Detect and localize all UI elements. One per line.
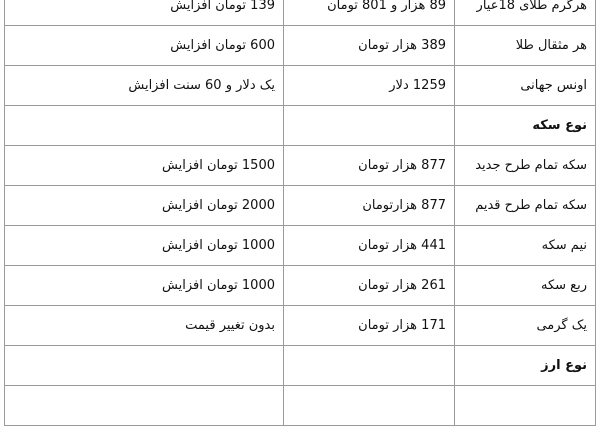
table-row (4, 385, 596, 426)
table-row: سکه تمام طرح قدیم 877 هزارتومان 2000 تومان… (4, 185, 596, 226)
item-name: هرگرم طلای 18عیار (454, 0, 596, 26)
item-name: یک گرمی (454, 305, 596, 346)
table-row: اونس جهانی 1259 دلار یک دلار و 60 سنت افزا… (4, 65, 596, 106)
change (4, 345, 284, 386)
price: 89 هزار و 801 تومان (283, 0, 455, 26)
price: 1259 دلار (283, 65, 455, 106)
price: 171 هزار تومان (283, 305, 455, 346)
table-row: ربع سکه 261 هزار تومان 1000 تومان افزایش (4, 265, 596, 306)
price: 389 هزار تومان (283, 25, 455, 66)
change: 1000 تومان افزایش (4, 225, 284, 266)
item-name: سکه تمام طرح قدیم (454, 185, 596, 226)
section-row: نوع سکه (4, 105, 596, 146)
change (4, 105, 284, 146)
section-row: نوع ارز (4, 345, 596, 386)
change: یک دلار و 60 سنت افزایش (4, 65, 284, 106)
table-row: هرگرم طلای 18عیار 89 هزار و 801 تومان 139 … (4, 0, 596, 26)
change: بدون تغییر قیمت (4, 305, 284, 346)
item-name: نوع ارز (454, 345, 596, 386)
price: 261 هزار تومان (283, 265, 455, 306)
item-name: سکه تمام طرح جدید (454, 145, 596, 186)
price: 877 هزار تومان (283, 145, 455, 186)
table-row: سکه تمام طرح جدید 877 هزار تومان 1500 توما… (4, 145, 596, 186)
item-name: ربع سکه (454, 265, 596, 306)
item-name: نیم سکه (454, 225, 596, 266)
price (283, 105, 455, 146)
change: 1500 تومان افزایش (4, 145, 284, 186)
price: 441 هزار تومان (283, 225, 455, 266)
change: 139 تومان افزایش (4, 0, 284, 26)
table-row: هر مثقال طلا 389 هزار تومان 600 تومان افزا… (4, 25, 596, 66)
item-name: اونس جهانی (454, 65, 596, 106)
change: 2000 تومان افزایش (4, 185, 284, 226)
item-name: هر مثقال طلا (454, 25, 596, 66)
price-table: هرگرم طلای 18عیار 89 هزار و 801 تومان 139 … (4, 0, 596, 426)
price: 877 هزارتومان (283, 185, 455, 226)
empty-cell (4, 385, 284, 426)
item-name: نوع سکه (454, 105, 596, 146)
table-row: یک گرمی 171 هزار تومان بدون تغییر قیمت (4, 305, 596, 346)
empty-cell (283, 385, 455, 426)
change: 1000 تومان افزایش (4, 265, 284, 306)
table-row: نیم سکه 441 هزار تومان 1000 تومان افزایش (4, 225, 596, 266)
change: 600 تومان افزایش (4, 25, 284, 66)
price (283, 345, 455, 386)
empty-cell (454, 385, 596, 426)
page: {"table": {"rows": [ ["هرگرم طلای 18عیار… (4, 0, 596, 426)
table-wrapper: هرگرم طلای 18عیار 89 هزار و 801 تومان 139 … (4, 0, 596, 426)
